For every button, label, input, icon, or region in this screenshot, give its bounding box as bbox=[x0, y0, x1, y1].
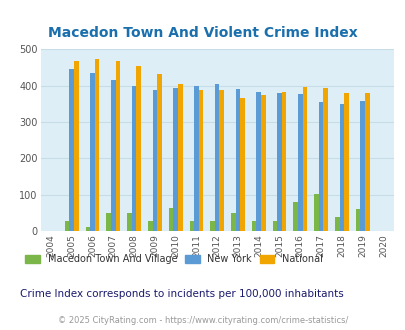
Bar bbox=[360, 101, 364, 231]
Bar bbox=[173, 87, 177, 231]
Bar bbox=[127, 213, 132, 231]
Bar bbox=[219, 90, 224, 231]
Bar bbox=[318, 102, 323, 231]
Bar bbox=[302, 87, 307, 231]
Bar bbox=[90, 73, 95, 231]
Bar bbox=[293, 202, 297, 231]
Bar bbox=[214, 83, 219, 231]
Bar bbox=[74, 61, 79, 231]
Bar bbox=[189, 221, 194, 231]
Text: Macedon Town And Violent Crime Index: Macedon Town And Violent Crime Index bbox=[48, 26, 357, 40]
Bar bbox=[313, 194, 318, 231]
Bar bbox=[230, 213, 235, 231]
Bar bbox=[297, 94, 302, 231]
Bar bbox=[132, 86, 136, 231]
Bar bbox=[106, 213, 111, 231]
Bar bbox=[256, 92, 260, 231]
Text: Crime Index corresponds to incidents per 100,000 inhabitants: Crime Index corresponds to incidents per… bbox=[20, 289, 343, 299]
Bar bbox=[177, 84, 182, 231]
Text: © 2025 CityRating.com - https://www.cityrating.com/crime-statistics/: © 2025 CityRating.com - https://www.city… bbox=[58, 316, 347, 325]
Bar bbox=[168, 209, 173, 231]
Bar bbox=[210, 221, 214, 231]
Bar bbox=[334, 217, 339, 231]
Bar bbox=[95, 59, 99, 231]
Bar bbox=[194, 86, 198, 231]
Bar bbox=[69, 69, 74, 231]
Bar bbox=[65, 221, 69, 231]
Bar bbox=[260, 94, 265, 231]
Bar bbox=[152, 90, 157, 231]
Bar bbox=[281, 92, 286, 231]
Bar bbox=[136, 66, 141, 231]
Bar bbox=[235, 89, 240, 231]
Bar bbox=[111, 80, 115, 231]
Bar bbox=[272, 221, 277, 231]
Bar bbox=[251, 221, 256, 231]
Bar bbox=[277, 93, 281, 231]
Bar bbox=[240, 98, 244, 231]
Bar bbox=[364, 93, 369, 231]
Bar bbox=[323, 88, 327, 231]
Bar bbox=[198, 90, 203, 231]
Bar bbox=[157, 74, 161, 231]
Bar bbox=[85, 227, 90, 231]
Bar bbox=[343, 93, 348, 231]
Bar bbox=[115, 61, 120, 231]
Bar bbox=[339, 104, 343, 231]
Legend: Macedon Town And Village, New York, National: Macedon Town And Village, New York, Nati… bbox=[25, 254, 322, 264]
Bar bbox=[148, 221, 152, 231]
Bar bbox=[355, 209, 360, 231]
